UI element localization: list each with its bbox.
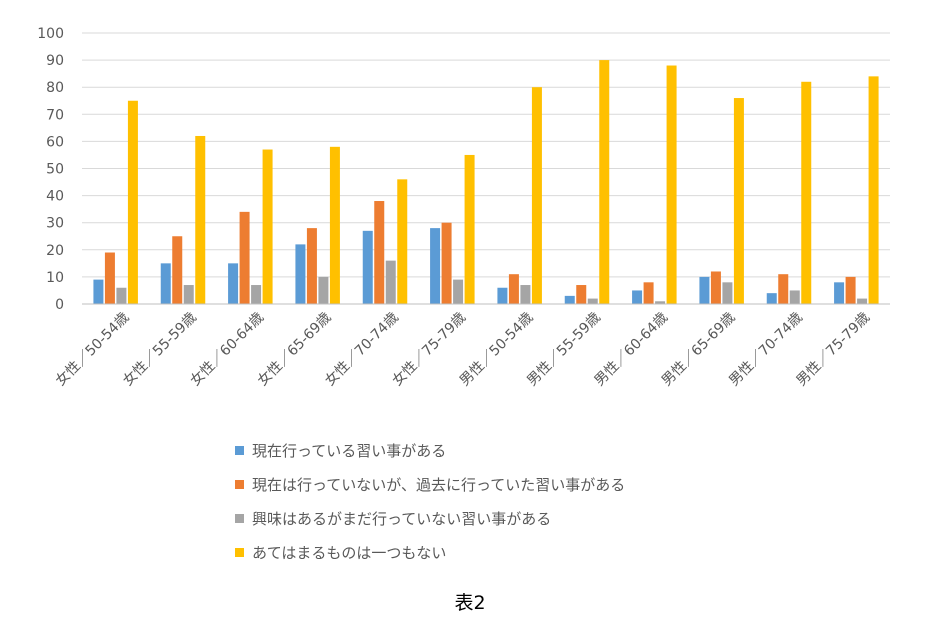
bar-series-3 [127, 100, 138, 304]
bar-series-3 [329, 146, 340, 304]
bars [93, 60, 879, 305]
y-tick-label: 50 [46, 162, 64, 178]
bar-series-1 [306, 228, 317, 304]
bar-series-1 [441, 222, 452, 304]
legend-item-past: 現在は行っていないが、過去に行っていた習い事がある [235, 467, 625, 501]
bar-series-0 [160, 263, 171, 304]
bar-series-2 [789, 290, 800, 304]
legend-label: 興味はあるがまだ行っていない習い事がある [252, 509, 552, 528]
bar-series-3 [599, 60, 610, 304]
bar-series-3 [666, 65, 677, 305]
bar-series-1 [374, 201, 385, 304]
bar-series-0 [834, 282, 845, 304]
bar-series-0 [362, 230, 373, 304]
y-axis-ticks: 0 10 20 30 40 50 60 70 80 90 100 [37, 26, 64, 313]
bar-series-1 [710, 271, 721, 304]
bar-series-3 [868, 76, 879, 304]
bar-series-3 [531, 87, 542, 304]
bar-series-3 [397, 179, 408, 304]
bar-series-1 [778, 274, 789, 304]
bar-series-3 [464, 154, 475, 304]
x-axis-ticks: 女性／50-54歳女性／55-59歳女性／60-64歳女性／65-69歳女性／7… [52, 309, 873, 389]
bar-series-1 [845, 276, 856, 304]
bar-series-0 [497, 287, 508, 304]
bar-series-2 [183, 285, 194, 304]
legend-label: あてはまるものは一つもない [252, 543, 447, 562]
bar-series-2 [116, 287, 127, 304]
legend: 現在行っている習い事がある 現在は行っていないが、過去に行っていた習い事がある … [235, 433, 625, 569]
figure-caption: 表2 [454, 592, 486, 614]
bar-series-0 [564, 295, 575, 304]
bar-series-0 [93, 279, 104, 304]
y-tick-label: 60 [46, 134, 64, 150]
bar-series-0 [228, 263, 239, 304]
y-tick-label: 0 [55, 297, 64, 313]
legend-item-none: あてはまるものは一つもない [235, 535, 625, 569]
legend-swatch [235, 479, 244, 489]
gridlines [82, 32, 890, 278]
y-tick-label: 30 [46, 216, 64, 232]
bar-series-3 [801, 81, 812, 304]
x-tick-label: 男性／75-79歳 [793, 310, 873, 390]
bar-series-2 [520, 285, 531, 304]
y-tick-label: 20 [46, 243, 64, 259]
bar-series-2 [453, 279, 464, 304]
bar-series-3 [733, 98, 744, 304]
bar-series-2 [251, 285, 262, 304]
bar-series-2 [318, 276, 329, 304]
legend-label: 現在は行っていないが、過去に行っていた習い事がある [252, 475, 626, 494]
legend-swatch [235, 513, 244, 523]
bar-series-1 [643, 282, 654, 304]
y-tick-label: 10 [46, 270, 64, 286]
legend-swatch [235, 547, 244, 557]
bar-series-2 [722, 282, 733, 304]
legend-item-current: 現在行っている習い事がある [235, 433, 625, 467]
bar-series-2 [857, 298, 868, 304]
legend-label: 現在行っている習い事がある [252, 441, 447, 460]
bar-series-1 [508, 274, 519, 304]
bar-series-2 [385, 260, 396, 304]
bar-series-1 [172, 236, 183, 304]
bar-series-1 [576, 285, 587, 304]
bar-series-0 [430, 228, 441, 304]
bar-series-2 [655, 301, 666, 304]
y-tick-label: 90 [46, 53, 64, 69]
bar-series-2 [587, 298, 598, 304]
y-tick-label: 100 [37, 26, 64, 42]
bar-series-0 [632, 290, 643, 304]
y-tick-label: 70 [46, 107, 64, 123]
legend-item-interested: 興味はあるがまだ行っていない習い事がある [235, 501, 625, 535]
bar-series-3 [195, 135, 206, 304]
bar-series-0 [295, 244, 306, 304]
y-tick-label: 80 [46, 80, 64, 96]
legend-swatch [235, 445, 244, 455]
bar-series-3 [262, 149, 273, 304]
bar-series-0 [699, 276, 710, 304]
y-tick-label: 40 [46, 189, 64, 205]
bar-series-1 [239, 211, 250, 304]
bar-series-0 [766, 293, 777, 304]
bar-series-1 [104, 252, 115, 304]
